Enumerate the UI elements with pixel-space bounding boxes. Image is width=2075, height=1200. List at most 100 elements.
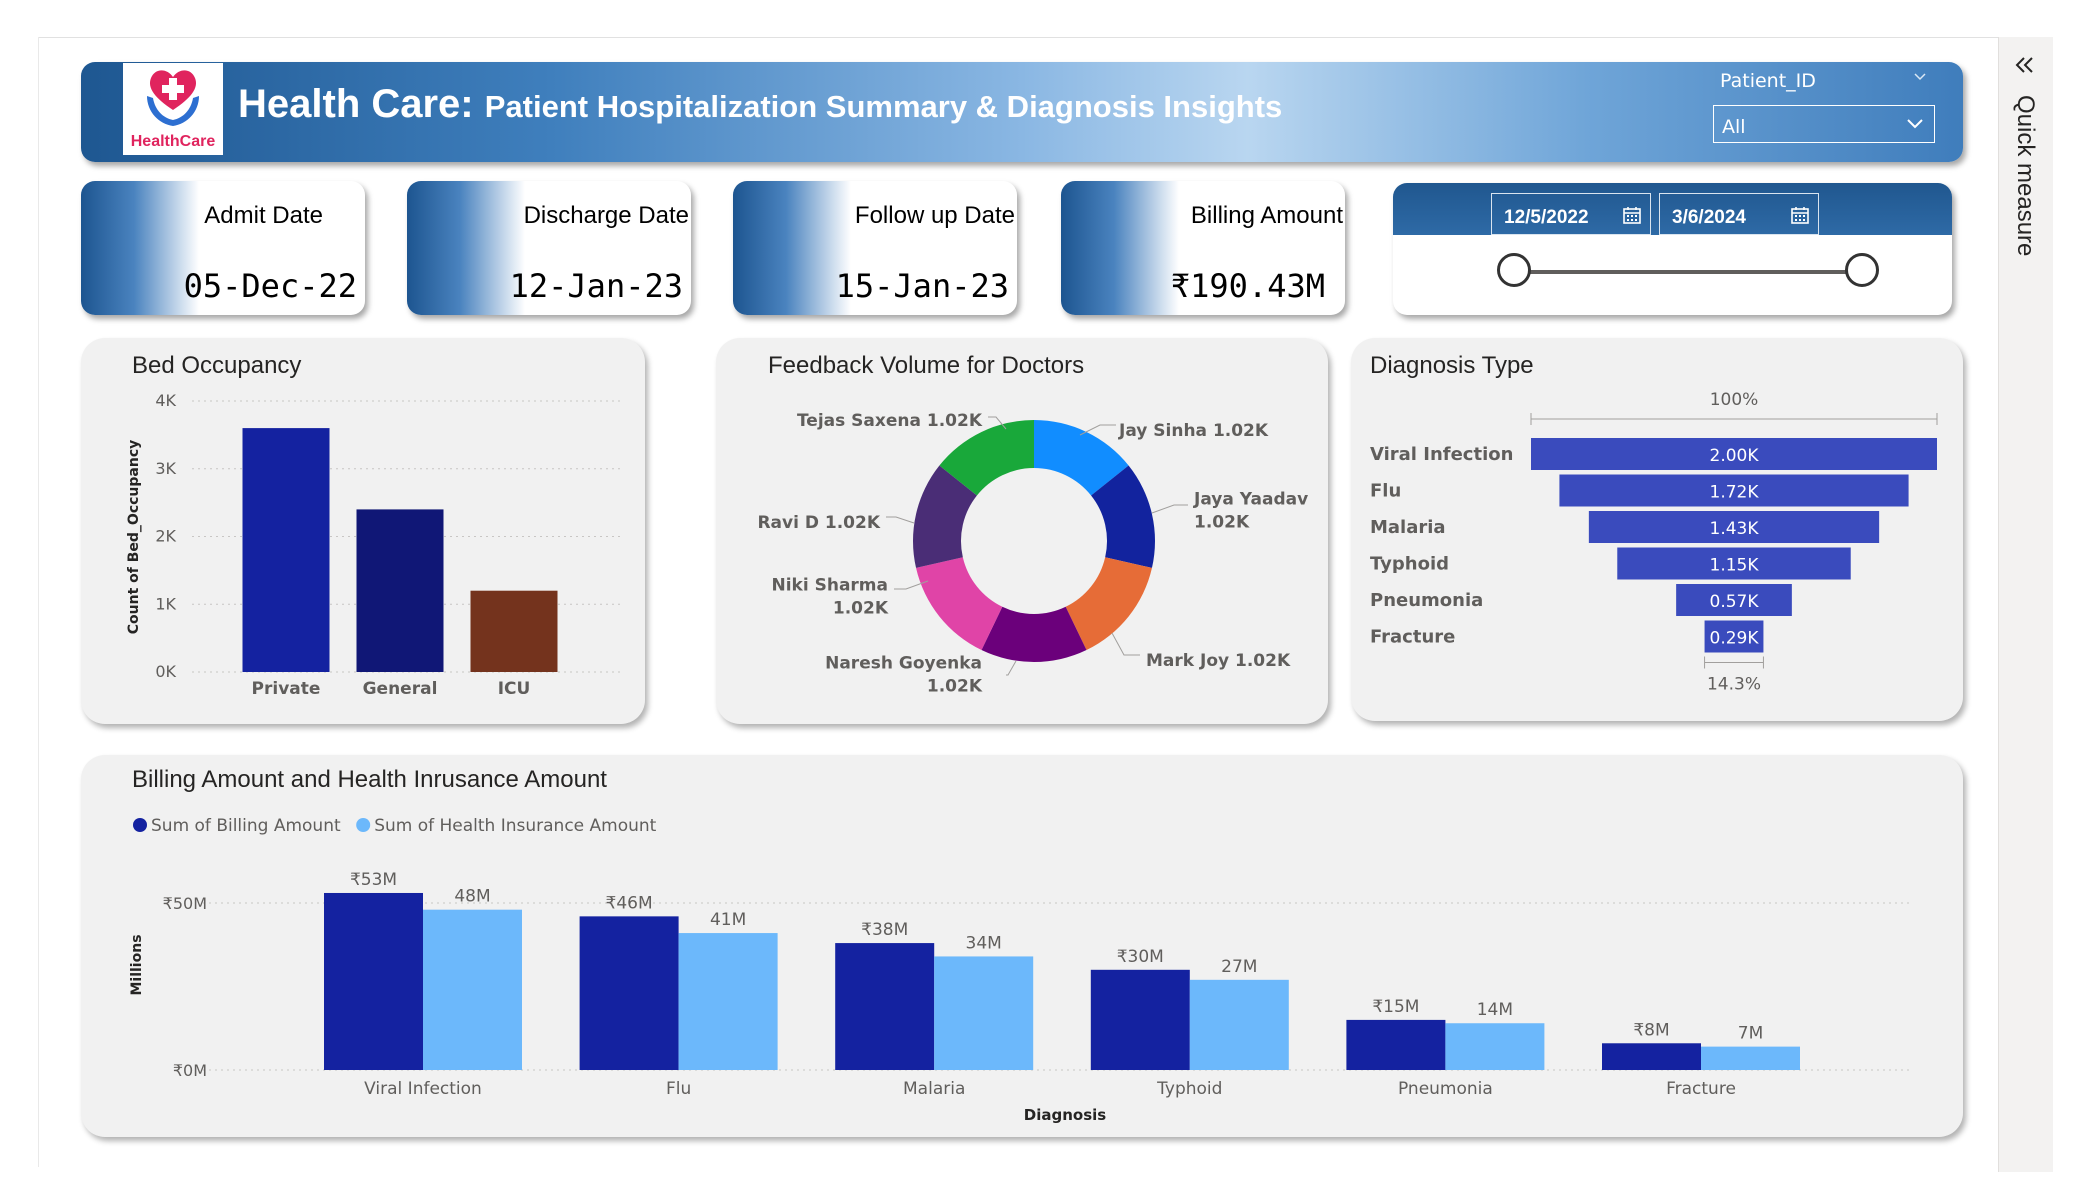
donut-slice-jaya-yaadav (1091, 465, 1155, 568)
kpi-label: Billing Amount (1190, 202, 1343, 229)
data-label: 41M (710, 910, 746, 930)
bar-insurance (678, 933, 778, 1070)
bed-occupancy-title: Bed Occupancy (132, 352, 302, 379)
bar-insurance (934, 956, 1034, 1070)
x-tick-label: Private (252, 679, 321, 699)
y-axis-label: Millions (129, 934, 145, 995)
page-title: Health Care: Patient Hospitalization Sum… (238, 82, 1282, 127)
bar-icu (470, 590, 558, 672)
bar-general (356, 509, 444, 672)
bed-occupancy-chart: 0K 1K 2K 3K 4K Count of Bed_Occupancy Private G… (126, 391, 620, 699)
date-range-slicer: 12/5/2022 3/6/2024 (1393, 183, 1952, 315)
funnel-bar (1588, 511, 1880, 543)
y-tick-label: 0K (155, 662, 176, 681)
patient-id-value: All (1722, 116, 1746, 138)
funnel-value: 2.00K (1710, 446, 1760, 466)
canvas-top-border (38, 37, 1998, 38)
logo-text: HealthCare (130, 133, 216, 150)
kpi-follow-up-date: Follow up Date 15-Jan-23 (733, 181, 1017, 315)
calendar-icon[interactable] (1622, 205, 1642, 225)
data-label: 14M (1477, 1000, 1513, 1020)
data-label: Tejas Saxena 1.02K (797, 411, 983, 431)
funnel-category: Malaria (1370, 517, 1446, 538)
data-label: ₹8M (1633, 1020, 1669, 1040)
data-label: Mark Joy 1.02K (1146, 651, 1291, 671)
bar-billing (324, 892, 423, 1070)
data-label: ₹46M (606, 893, 653, 913)
data-label: 34M (966, 933, 1002, 953)
leader-line (1006, 660, 1017, 676)
funnel-value: 0.57K (1710, 592, 1760, 612)
date-slider-start-handle[interactable] (1497, 253, 1531, 287)
date-slider-track[interactable] (1513, 270, 1862, 274)
donut-slice-tejas-saxena (939, 420, 1034, 496)
funnel-category: Typhoid (1370, 554, 1449, 575)
bar-billing (835, 943, 935, 1070)
canvas-left-border (38, 37, 39, 1167)
end-date-input[interactable]: 3/6/2024 (1659, 193, 1819, 235)
end-date-value: 3/6/2024 (1672, 207, 1746, 228)
header-banner (81, 62, 1963, 162)
funnel-bar (1531, 438, 1937, 470)
patient-id-slicer-label: Patient_ID (1720, 70, 1816, 92)
bar-insurance (1189, 979, 1289, 1070)
data-label: 1.02K (1194, 513, 1250, 533)
leader-line (1151, 504, 1188, 514)
quick-measure-label: Quick measure (2012, 95, 2039, 257)
kpi-value: ₹190.43M (1170, 267, 1325, 305)
x-tick-label: Pneumonia (1398, 1079, 1493, 1099)
data-label: Naresh Goyenka (825, 654, 982, 674)
calendar-icon[interactable] (1790, 205, 1810, 225)
x-tick-label: Malaria (903, 1079, 965, 1099)
chevron-down-icon[interactable] (1913, 70, 1927, 84)
donut-slice-niki-sharma (916, 557, 1003, 651)
kpi-gradient (1061, 181, 1179, 315)
data-label: Jay Sinha 1.02K (1118, 421, 1269, 441)
y-tick-label: ₹0M (173, 1061, 207, 1080)
chevron-down-icon (1907, 119, 1923, 129)
donut-slice-jay-sinha (1034, 420, 1129, 496)
funnel-value: 0.29K (1710, 629, 1760, 649)
y-tick-label: 4K (155, 391, 176, 410)
funnel-bar (1676, 584, 1792, 616)
kpi-admit-date: Admit Date 05-Dec-22 (81, 181, 365, 315)
patient-id-dropdown[interactable]: All (1713, 105, 1935, 143)
kpi-label: Follow up Date (854, 202, 1015, 229)
kpi-gradient (407, 181, 525, 315)
bar-private (242, 428, 330, 672)
data-label: ₹53M (350, 870, 397, 890)
quick-measure-pane[interactable]: Quick measure (1998, 37, 2053, 1172)
title-main: Health Care: (238, 82, 474, 126)
start-date-input[interactable]: 12/5/2022 (1491, 193, 1651, 235)
funnel-value: 1.15K (1710, 556, 1760, 576)
legend-label: Sum of Health Insurance Amount (374, 816, 656, 836)
funnel-top-percent: 100% (1710, 390, 1759, 410)
leader-line (886, 516, 915, 524)
data-label: 1.02K (927, 677, 983, 697)
y-tick-label: 3K (155, 459, 176, 478)
x-tick-label: General (363, 679, 438, 699)
x-tick-label: ICU (498, 679, 531, 699)
kpi-label: Admit Date (204, 202, 323, 229)
kpi-value: 05-Dec-22 (183, 267, 357, 305)
diagnosis-type-title: Diagnosis Type (1370, 352, 1534, 379)
double-chevron-left-icon[interactable] (2013, 55, 2037, 75)
kpi-label: Discharge Date (523, 202, 689, 229)
funnel-value: 1.72K (1710, 483, 1760, 503)
start-date-value: 12/5/2022 (1504, 207, 1589, 228)
data-label: 1.02K (833, 599, 889, 619)
funnel-category: Flu (1370, 481, 1401, 502)
bar-insurance (1701, 1046, 1800, 1070)
feedback-title: Feedback Volume for Doctors (768, 352, 1085, 379)
date-slider-end-handle[interactable] (1845, 253, 1879, 287)
billing-chart: Sum of Billing Amount Sum of Health Insur… (129, 816, 1911, 1124)
donut-slice-ravi-d (913, 465, 977, 568)
donut-slice-naresh-goyenka (981, 606, 1087, 662)
bar-billing (1602, 1043, 1701, 1070)
x-tick-label: Fracture (1666, 1079, 1736, 1099)
bar-insurance (423, 909, 522, 1070)
bar-billing (1346, 1019, 1446, 1070)
data-label: ₹30M (1117, 947, 1164, 967)
leader-line (894, 580, 929, 590)
diagnosis-funnel-chart: 100% 2.00K Viral Infection 1.72K Flu 1.43K Mal… (1370, 390, 1938, 695)
